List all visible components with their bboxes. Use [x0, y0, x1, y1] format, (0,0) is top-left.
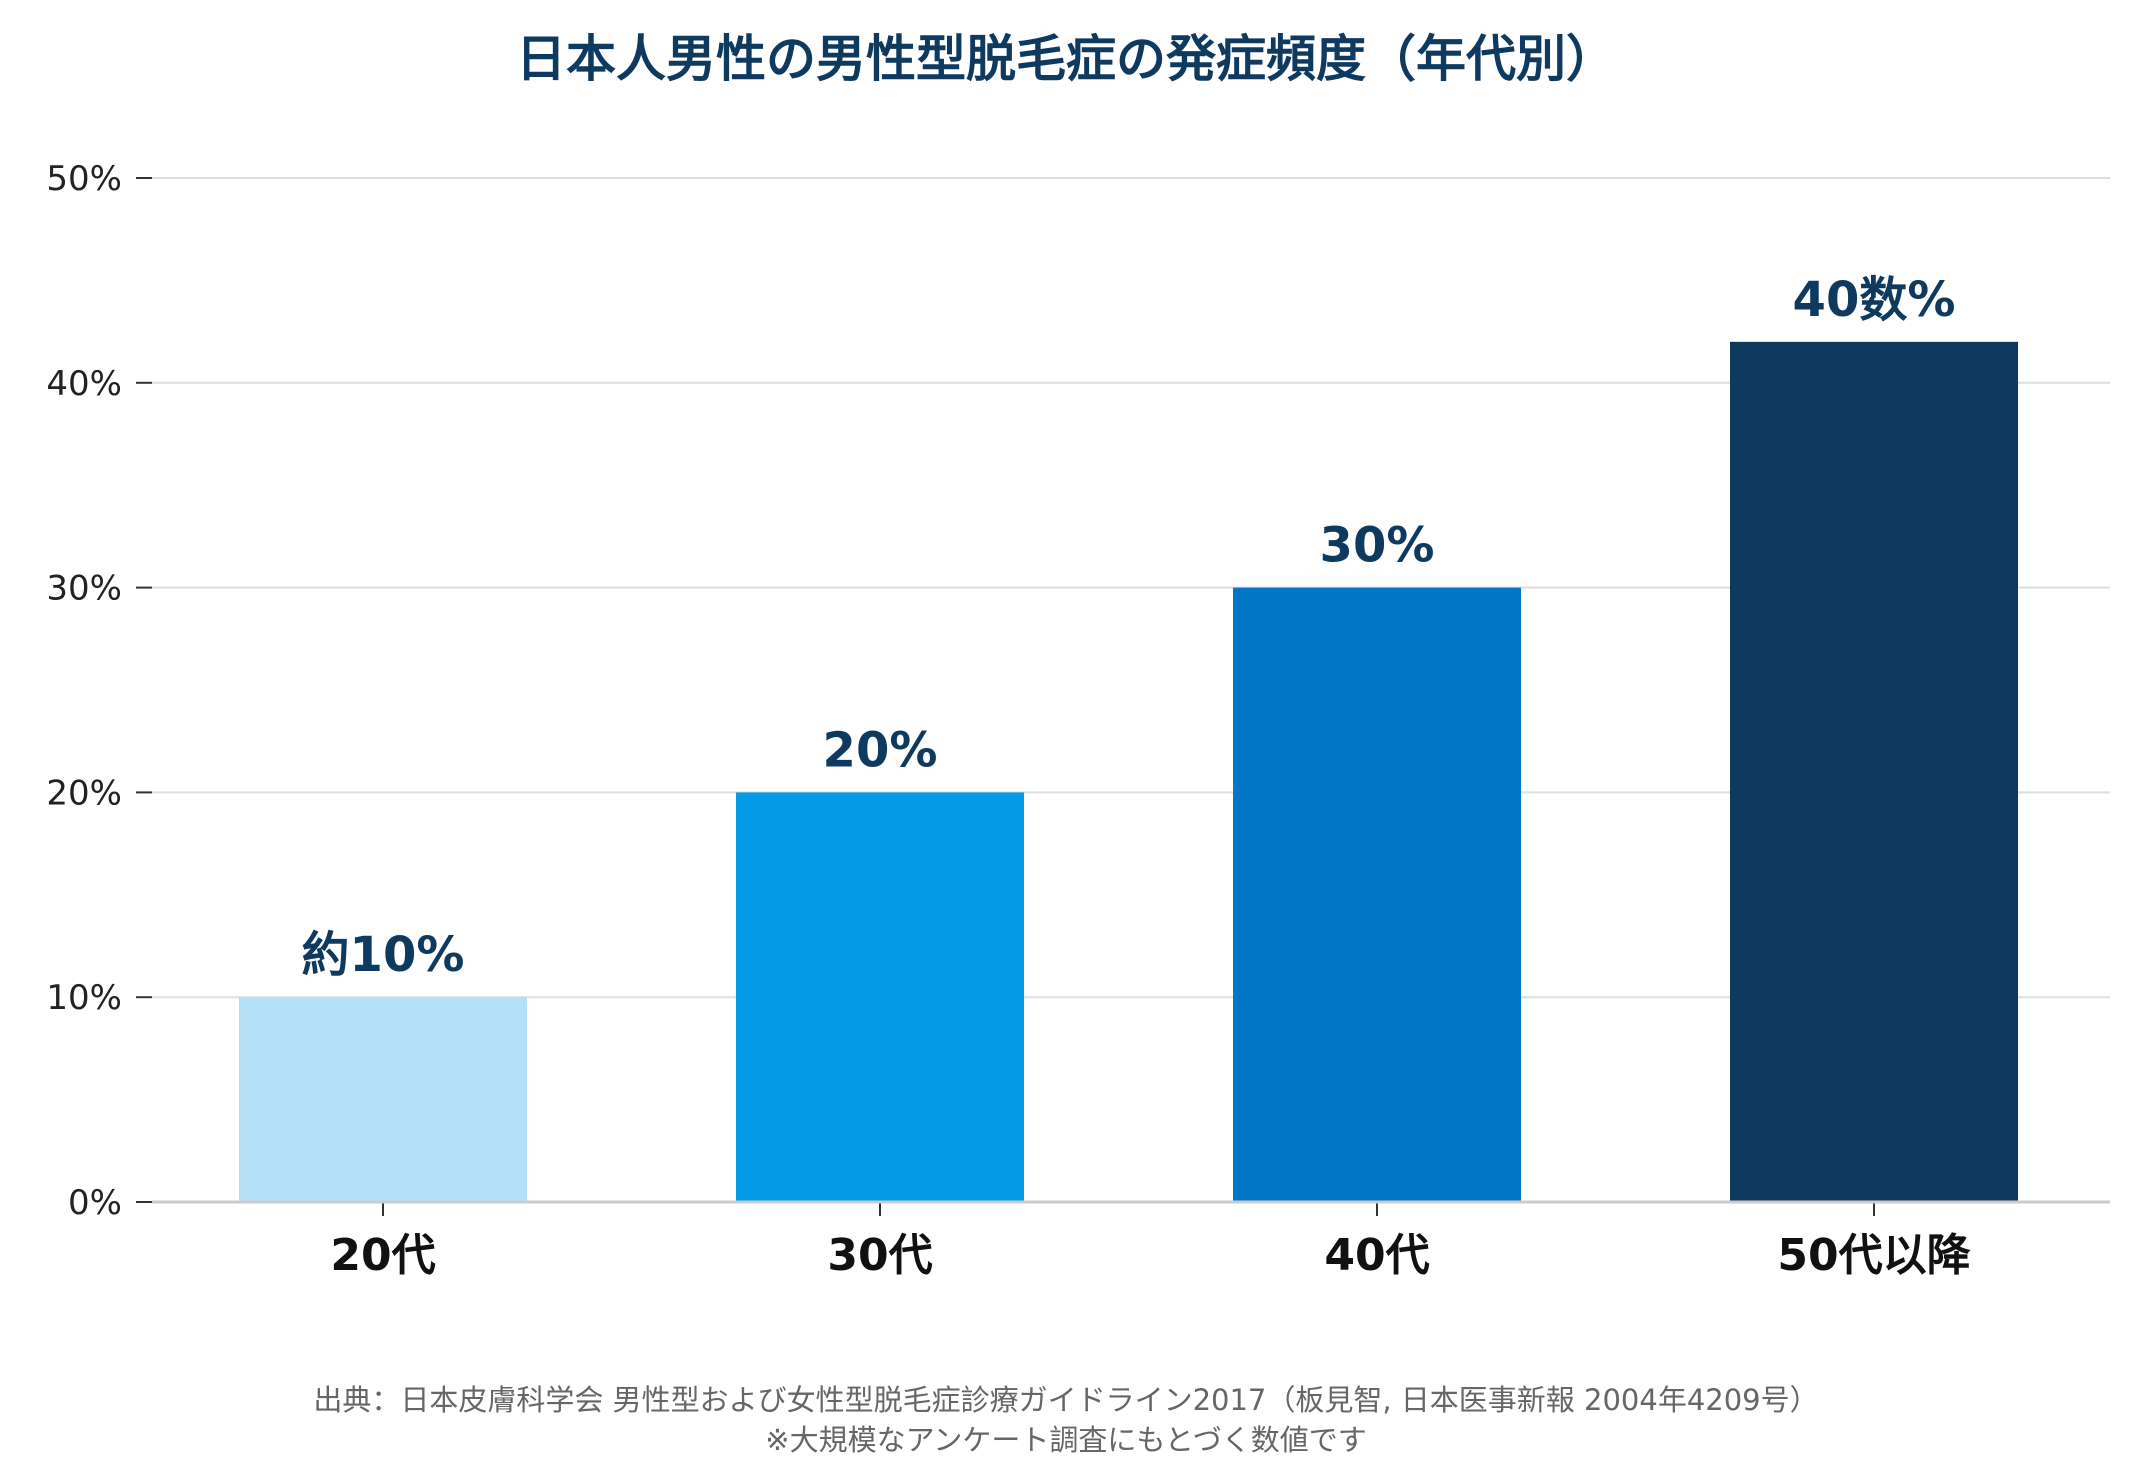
source-note: ※大規模なアンケート調査にもとづく数値です: [765, 1423, 1366, 1457]
y-tick-label: 50%: [46, 159, 122, 199]
data-labels: 約10% 20% 30% 40数%: [302, 272, 1956, 983]
y-tick-label: 20%: [46, 773, 122, 813]
bar: [1730, 341, 2018, 1203]
bars: [239, 341, 2018, 1203]
chart-title: 日本人男性の男性型脱毛症の発症頻度（年代別）: [516, 30, 1616, 88]
y-tick-label: 40%: [46, 364, 122, 404]
x-tick-label: 30代: [827, 1230, 932, 1281]
source-citation: 出典：日本皮膚科学会 男性型および女性型脱毛症診療ガイドライン2017（板見智,…: [313, 1383, 1818, 1417]
x-tick-label: 20代: [330, 1230, 435, 1281]
y-axis-ticks: 0% 10% 20% 30% 40% 50%: [46, 159, 152, 1223]
y-tick-label: 0%: [68, 1183, 122, 1223]
data-label: 約10%: [302, 927, 465, 983]
bar: [736, 792, 1024, 1202]
y-tick-label: 30%: [46, 569, 122, 609]
y-tick-label: 10%: [46, 978, 122, 1018]
data-label: 20%: [823, 722, 938, 778]
data-label: 30%: [1320, 518, 1435, 574]
x-axis: 20代 30代 40代 50代以降: [152, 1200, 2110, 1281]
x-tick-label: 40代: [1324, 1230, 1429, 1281]
bar: [239, 997, 527, 1202]
data-label: 40数%: [1793, 272, 1956, 328]
bar: [1233, 587, 1521, 1202]
x-tick-label: 50代以降: [1777, 1230, 1970, 1281]
